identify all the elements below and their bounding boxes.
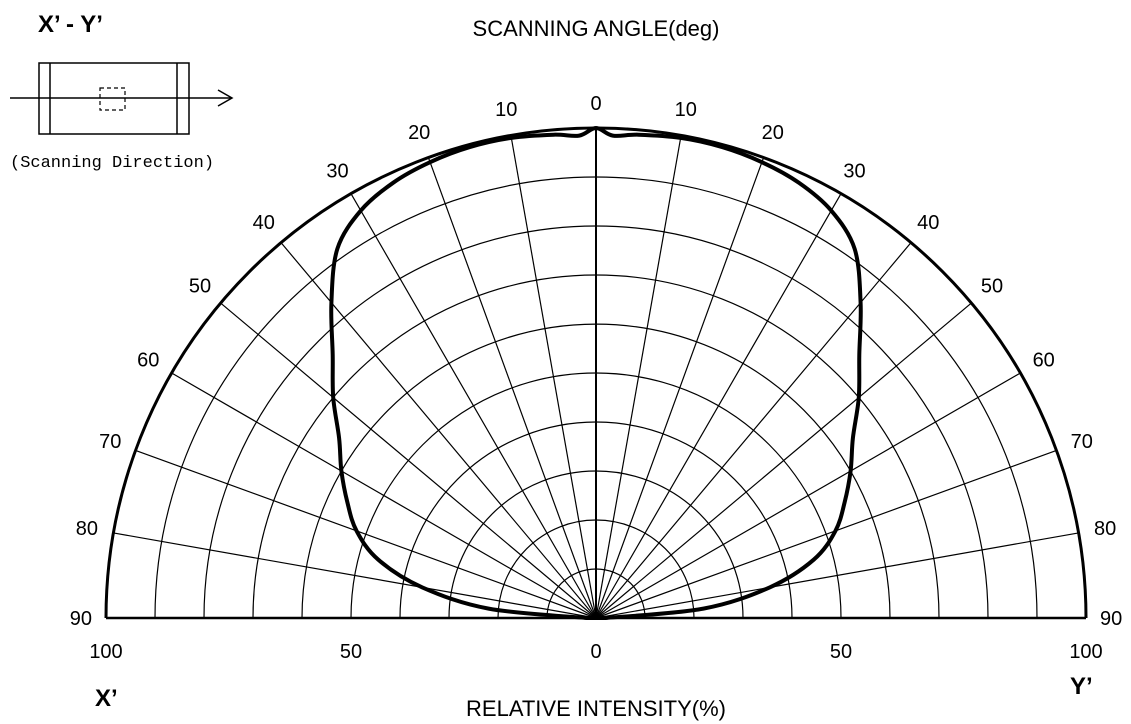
angle-tick-label-left-60: 60 xyxy=(137,350,159,372)
angle-tick-label-right-50: 50 xyxy=(981,276,1003,298)
grid-spoke--80 xyxy=(113,532,597,619)
angle-tick-label-right-40: 40 xyxy=(917,212,939,234)
intensity-tick-label-3: 50 xyxy=(830,641,852,663)
angle-tick-label-left-10: 10 xyxy=(495,99,517,121)
grid-spoke-20 xyxy=(595,157,765,619)
angle-tick-label-left-30: 30 xyxy=(326,160,348,182)
x-axis-label: RELATIVE INTENSITY(%) xyxy=(466,696,726,721)
polar-grid xyxy=(104,126,1088,620)
angle-tick-label-right-20: 20 xyxy=(762,122,784,144)
grid-spoke--20 xyxy=(427,157,597,619)
inset-caption: (Scanning Direction) xyxy=(10,154,214,173)
grid-spoke-50 xyxy=(595,302,972,619)
angle-tick-label-left-20: 20 xyxy=(408,122,430,144)
grid-spoke-80 xyxy=(595,532,1079,619)
grid-spoke--40 xyxy=(280,242,597,619)
intensity-tick-label-4: 100 xyxy=(1069,641,1102,663)
grid-spoke--30 xyxy=(350,193,597,619)
angle-tick-label-left-70: 70 xyxy=(99,431,121,453)
series-layer xyxy=(329,126,863,620)
angle-tick-label-right-70: 70 xyxy=(1071,431,1093,453)
scanning-direction-inset xyxy=(10,62,234,135)
angle-tick-label-left-50: 50 xyxy=(189,276,211,298)
header-label: X’ - Y’ xyxy=(38,11,103,38)
grid-spoke--60 xyxy=(171,372,597,619)
angle-tick-label-left-40: 40 xyxy=(253,212,275,234)
right-label: Y’ xyxy=(1070,673,1093,700)
angle-tick-label-right-90: 90 xyxy=(1100,608,1122,630)
left-label: X’ xyxy=(95,685,118,712)
intensity-tick-label-2: 0 xyxy=(590,641,601,663)
inset-arrow-head xyxy=(217,89,234,107)
angle-tick-label-right-60: 60 xyxy=(1033,350,1055,372)
angle-tick-label-0: 0 xyxy=(590,93,601,115)
intensity-tick-label-0: 100 xyxy=(89,641,122,663)
grid-spoke--70 xyxy=(135,449,597,619)
angle-tick-label-left-90: 90 xyxy=(70,608,92,630)
inset-chip xyxy=(99,87,126,111)
grid-spoke-10 xyxy=(595,135,682,619)
grid-spoke-70 xyxy=(595,449,1057,619)
grid-spoke-30 xyxy=(595,193,842,619)
intensity-tick-labels: 100 50 0 50 100 xyxy=(89,641,1102,663)
grid-spoke-40 xyxy=(595,242,912,619)
chart-title: SCANNING ANGLE(deg) xyxy=(473,16,720,41)
angle-tick-label-right-80: 80 xyxy=(1094,518,1116,540)
grid-spoke--50 xyxy=(220,302,597,619)
angle-tick-label-right-10: 10 xyxy=(675,99,697,121)
angle-tick-labels: 0 10 10 20 20 30 30 40 40 50 50 60 60 70 70 80 80 90 90 xyxy=(70,93,1123,630)
grid-spoke-60 xyxy=(595,372,1021,619)
angle-tick-label-right-30: 30 xyxy=(843,160,865,182)
series-line-0 xyxy=(329,126,863,620)
grid-spoke--10 xyxy=(510,135,597,619)
angle-tick-label-left-80: 80 xyxy=(76,518,98,540)
intensity-tick-label-1: 50 xyxy=(340,641,362,663)
